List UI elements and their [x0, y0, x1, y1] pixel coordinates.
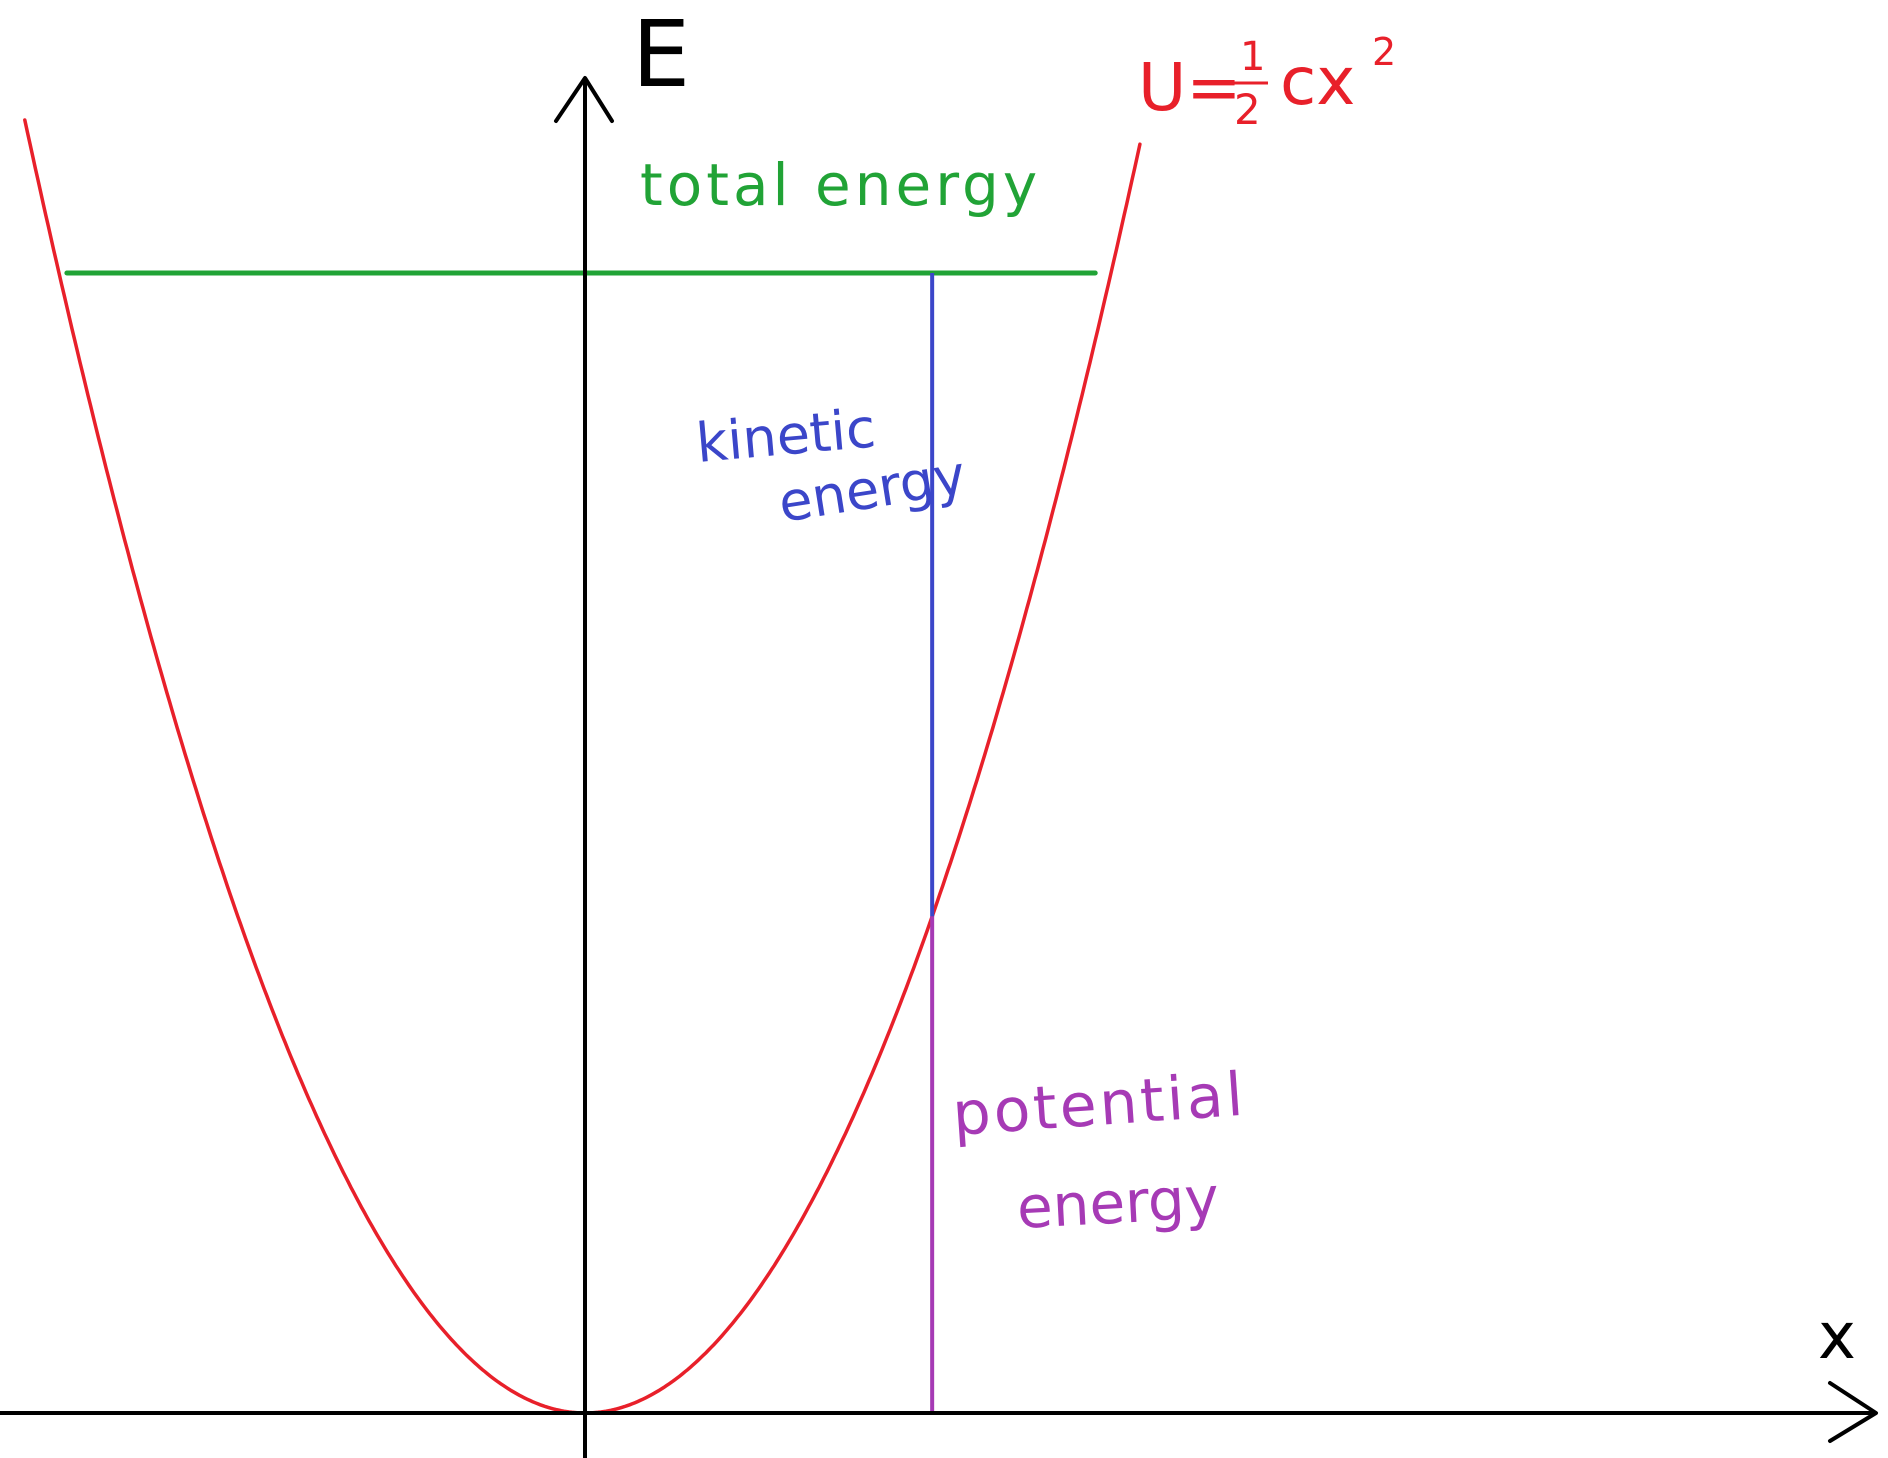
formula-numerator: 1	[1240, 34, 1265, 80]
kinetic-energy-label-line1: kinetic	[694, 397, 878, 475]
potential-formula-label: U= 1 2 cx 2	[1138, 30, 1396, 134]
formula-tail: cx	[1280, 43, 1355, 120]
x-axis-arrowhead	[1828, 1381, 1878, 1443]
potential-curve	[23, 118, 1142, 1415]
potential-energy-label-line1: potential	[950, 1060, 1248, 1150]
potential-energy-label-line2: energy	[1015, 1163, 1220, 1241]
y-axis-label: E	[632, 1, 690, 108]
x-axis	[0, 1381, 1878, 1443]
formula-denominator: 2	[1234, 85, 1261, 134]
formula-exponent: 2	[1372, 30, 1396, 74]
total-energy-label: total energy	[640, 151, 1041, 219]
y-axis	[554, 76, 614, 1458]
x-axis-label: x	[1818, 1300, 1856, 1374]
formula-prefix: U=	[1138, 49, 1242, 126]
y-axis-arrowhead	[554, 76, 614, 123]
